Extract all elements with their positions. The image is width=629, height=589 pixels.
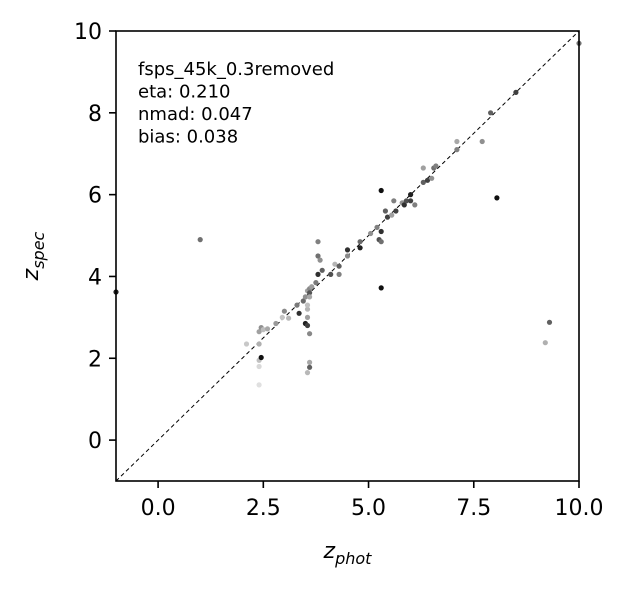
data-point [546, 319, 553, 325]
data-point [336, 271, 342, 277]
data-point [357, 239, 363, 245]
data-point [433, 163, 439, 169]
y-axis-label-sub: spec [29, 231, 48, 268]
data-point [307, 290, 313, 296]
data-point [391, 198, 397, 204]
x-axis-label: zphot [323, 539, 373, 568]
y-tick-label: 6 [88, 184, 102, 209]
data-point [328, 271, 334, 277]
data-point [286, 315, 292, 321]
data-point [344, 253, 351, 259]
data-point [408, 192, 414, 198]
data-point [315, 253, 321, 259]
data-point [368, 230, 374, 237]
data-point [384, 214, 391, 220]
data-point [393, 208, 399, 214]
data-point [420, 179, 426, 185]
data-point [429, 175, 435, 181]
data-point [197, 237, 203, 243]
x-tick-label: 0.0 [141, 496, 176, 521]
data-point [256, 329, 262, 335]
x-tick-label: 2.5 [246, 496, 281, 521]
x-axis-label-sub: phot [334, 549, 372, 568]
data-point [260, 327, 266, 333]
data-point [344, 247, 351, 253]
points-layer [113, 40, 582, 388]
data-point [412, 202, 418, 208]
data-point [420, 165, 426, 171]
axes-frame [115, 30, 580, 482]
stats-annotation-line: nmad: 0.047 [138, 104, 253, 125]
data-point [488, 110, 494, 116]
data-point [378, 187, 384, 194]
y-tick-label: 8 [88, 102, 102, 127]
data-point [256, 363, 262, 370]
stats-annotation-line: eta: 0.210 [138, 82, 230, 103]
data-point [378, 285, 384, 291]
data-point [304, 314, 311, 320]
data-point [424, 177, 431, 183]
data-point [378, 228, 384, 235]
y-tick-label: 2 [88, 347, 102, 372]
y-tick-label: 0 [88, 429, 102, 454]
data-point [258, 354, 264, 361]
data-point [542, 340, 548, 346]
data-point [513, 89, 519, 95]
data-point [315, 271, 321, 277]
data-point [454, 138, 460, 145]
data-point [494, 195, 500, 201]
x-axis-label-base: z [323, 539, 336, 564]
data-point [332, 261, 338, 267]
data-point [296, 310, 302, 316]
data-point [309, 284, 315, 290]
stats-annotation-line: bias: 0.038 [138, 127, 238, 148]
x-tick-label: 10.0 [555, 496, 604, 521]
data-point [454, 147, 460, 153]
data-point [243, 341, 250, 347]
data-point [304, 370, 311, 376]
data-point [389, 212, 395, 218]
data-point [256, 382, 262, 388]
y-axis-label-base: z [19, 268, 44, 281]
data-point [307, 294, 313, 300]
data-point [273, 320, 279, 327]
data-point [382, 208, 388, 214]
data-point [304, 322, 311, 329]
data-point [256, 341, 262, 347]
data-point [479, 138, 485, 145]
data-point [408, 198, 414, 204]
data-point [401, 202, 407, 208]
data-point [302, 294, 308, 300]
x-tick-label: 5.0 [351, 496, 386, 521]
data-point [357, 245, 363, 251]
data-point [281, 308, 287, 314]
data-point [374, 224, 380, 230]
data-point [403, 198, 409, 204]
y-tick-label: 4 [88, 265, 102, 290]
data-point [307, 364, 313, 370]
x-ticks: 0.0 2.5 5.0 7.5 10.0 [141, 481, 604, 521]
y-ticks: 0 2 4 6 8 10 [74, 20, 116, 454]
data-point [264, 326, 271, 332]
y-axis-label: zspec [19, 231, 48, 281]
x-tick-label: 7.5 [456, 496, 491, 521]
data-point [317, 257, 323, 263]
data-point [307, 331, 313, 337]
data-point [300, 298, 306, 304]
data-point [313, 280, 319, 286]
y-tick-label: 10 [74, 20, 102, 45]
data-point [315, 239, 321, 245]
data-point [307, 359, 313, 365]
data-point [294, 302, 300, 308]
data-point [378, 239, 384, 245]
axes-area: 0.0 2.5 5.0 7.5 10.0 0 2 4 6 8 10 fsps_45k_0.3rem… [74, 20, 603, 521]
data-point [304, 306, 311, 312]
data-point [319, 267, 325, 273]
data-point [336, 263, 342, 269]
data-point [279, 314, 285, 320]
data-point [304, 302, 311, 308]
stats-annotation-line: fsps_45k_0.3removed [138, 59, 334, 80]
